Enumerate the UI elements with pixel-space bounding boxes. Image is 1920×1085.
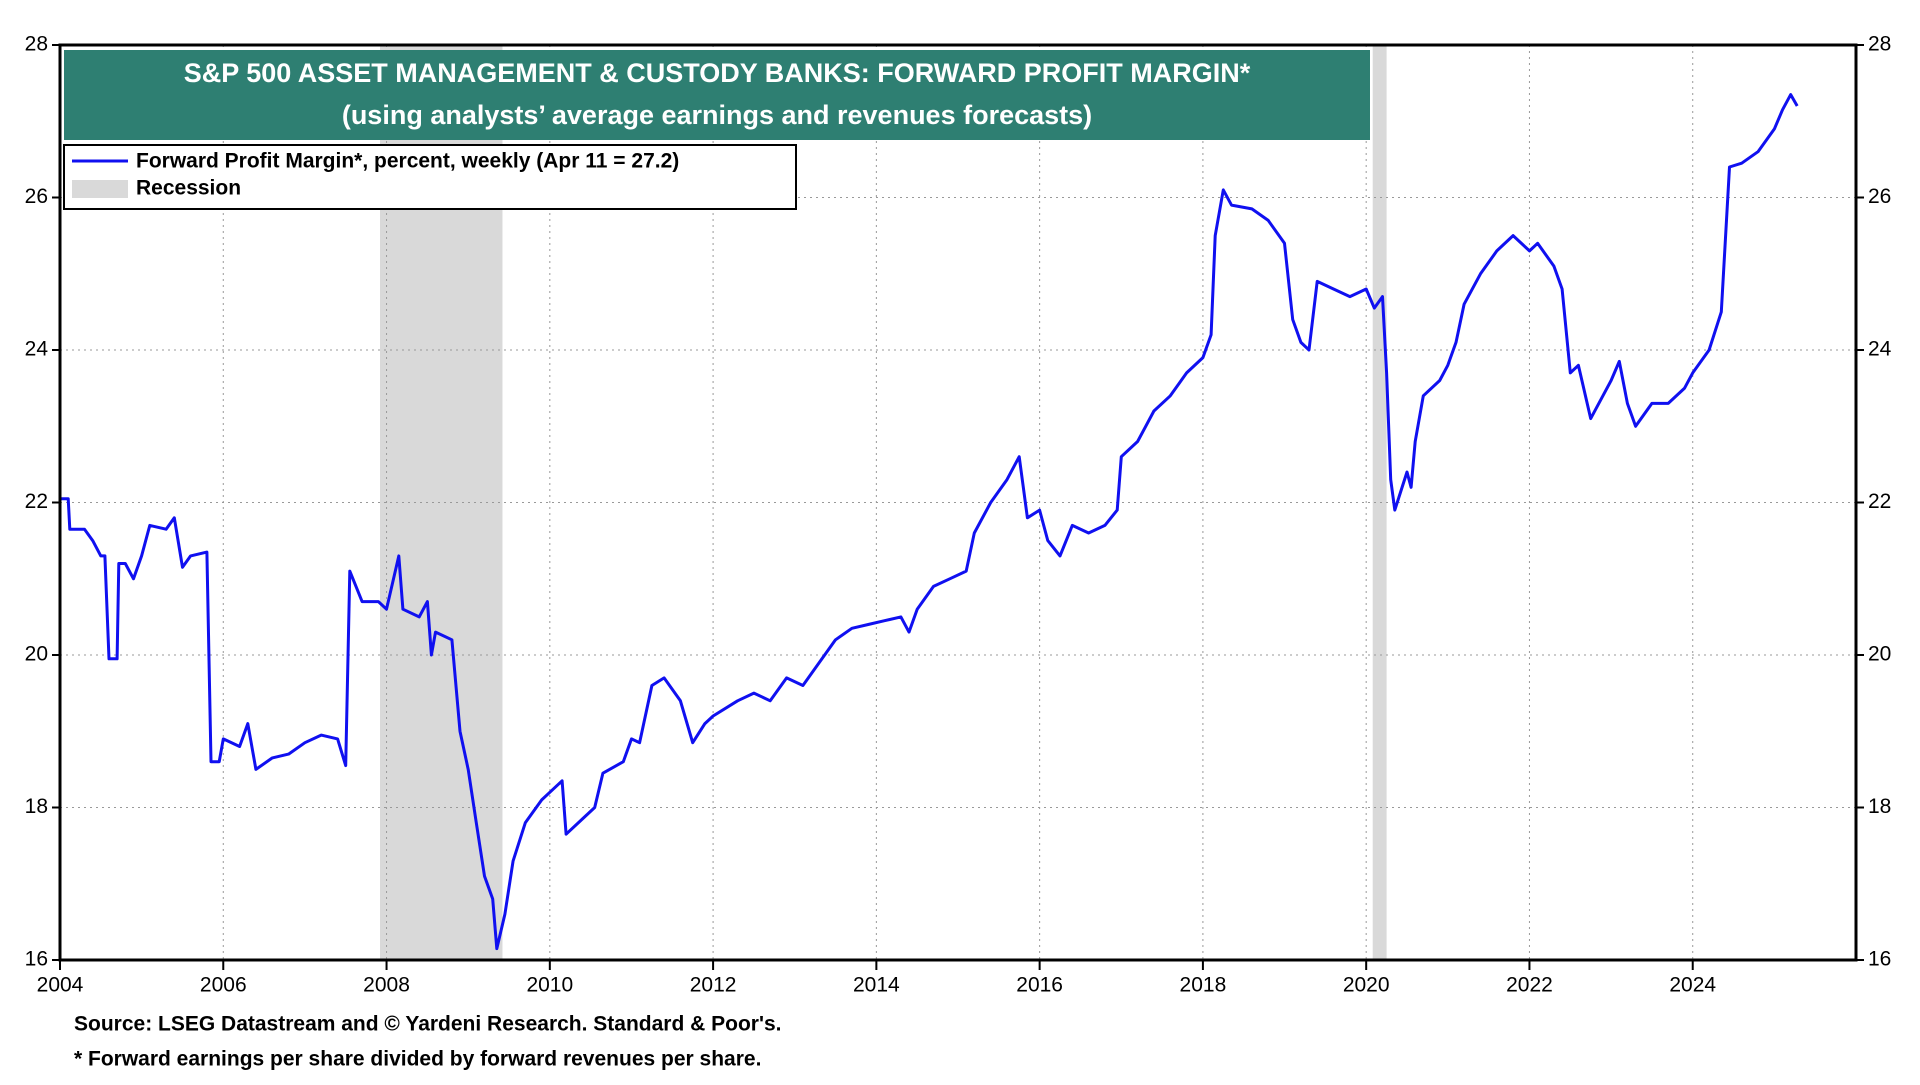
x-tick-label: 2008 xyxy=(363,974,410,997)
recession-band xyxy=(1372,45,1387,960)
x-tick-label: 2014 xyxy=(853,974,900,997)
chart-subtitle: (using analysts’ average earnings and re… xyxy=(342,100,1092,130)
x-tick-label: 2006 xyxy=(200,974,247,997)
x-tick-label: 2024 xyxy=(1669,974,1716,997)
x-tick-label: 2010 xyxy=(526,974,573,997)
title-box xyxy=(64,50,1370,140)
y2-tick-label: 28 xyxy=(1868,33,1891,56)
y-tick-label: 20 xyxy=(25,643,48,666)
y2-tick-label: 18 xyxy=(1868,795,1891,818)
x-tick-label: 2020 xyxy=(1343,974,1390,997)
legend-label: Forward Profit Margin*, percent, weekly … xyxy=(136,150,679,173)
x-tick-label: 2012 xyxy=(690,974,737,997)
legend-box xyxy=(63,144,797,210)
plot-frame xyxy=(58,43,1858,962)
legend: Forward Profit Margin*, percent, weekly … xyxy=(63,144,797,210)
y-tick-label: 16 xyxy=(25,948,48,971)
footnote: * Forward earnings per share divided by … xyxy=(74,1048,761,1071)
y2-tick-label: 20 xyxy=(1868,643,1891,666)
chart-title: S&P 500 ASSET MANAGEMENT & CUSTODY BANKS… xyxy=(184,58,1251,88)
data-line xyxy=(60,93,1799,951)
footnote: Source: LSEG Datastream and © Yardeni Re… xyxy=(74,1013,781,1036)
y-tick-label: 24 xyxy=(25,338,49,361)
y2-tick-label: 26 xyxy=(1868,185,1891,208)
y-tick-label: 26 xyxy=(25,185,48,208)
x-tick-label: 2016 xyxy=(1016,974,1063,997)
x-tick-label: 2004 xyxy=(37,974,84,997)
legend-label: Recession xyxy=(136,177,241,200)
y-tick-label: 28 xyxy=(25,33,48,56)
y2-tick-label: 24 xyxy=(1868,338,1892,361)
y2-tick-label: 22 xyxy=(1868,490,1891,513)
x-tick-label: 2022 xyxy=(1506,974,1553,997)
legend-swatch xyxy=(72,180,128,198)
y-tick-label: 22 xyxy=(25,490,48,513)
y-tick-label: 18 xyxy=(25,795,48,818)
y2-tick-label: 16 xyxy=(1868,948,1891,971)
x-tick-label: 2018 xyxy=(1180,974,1227,997)
